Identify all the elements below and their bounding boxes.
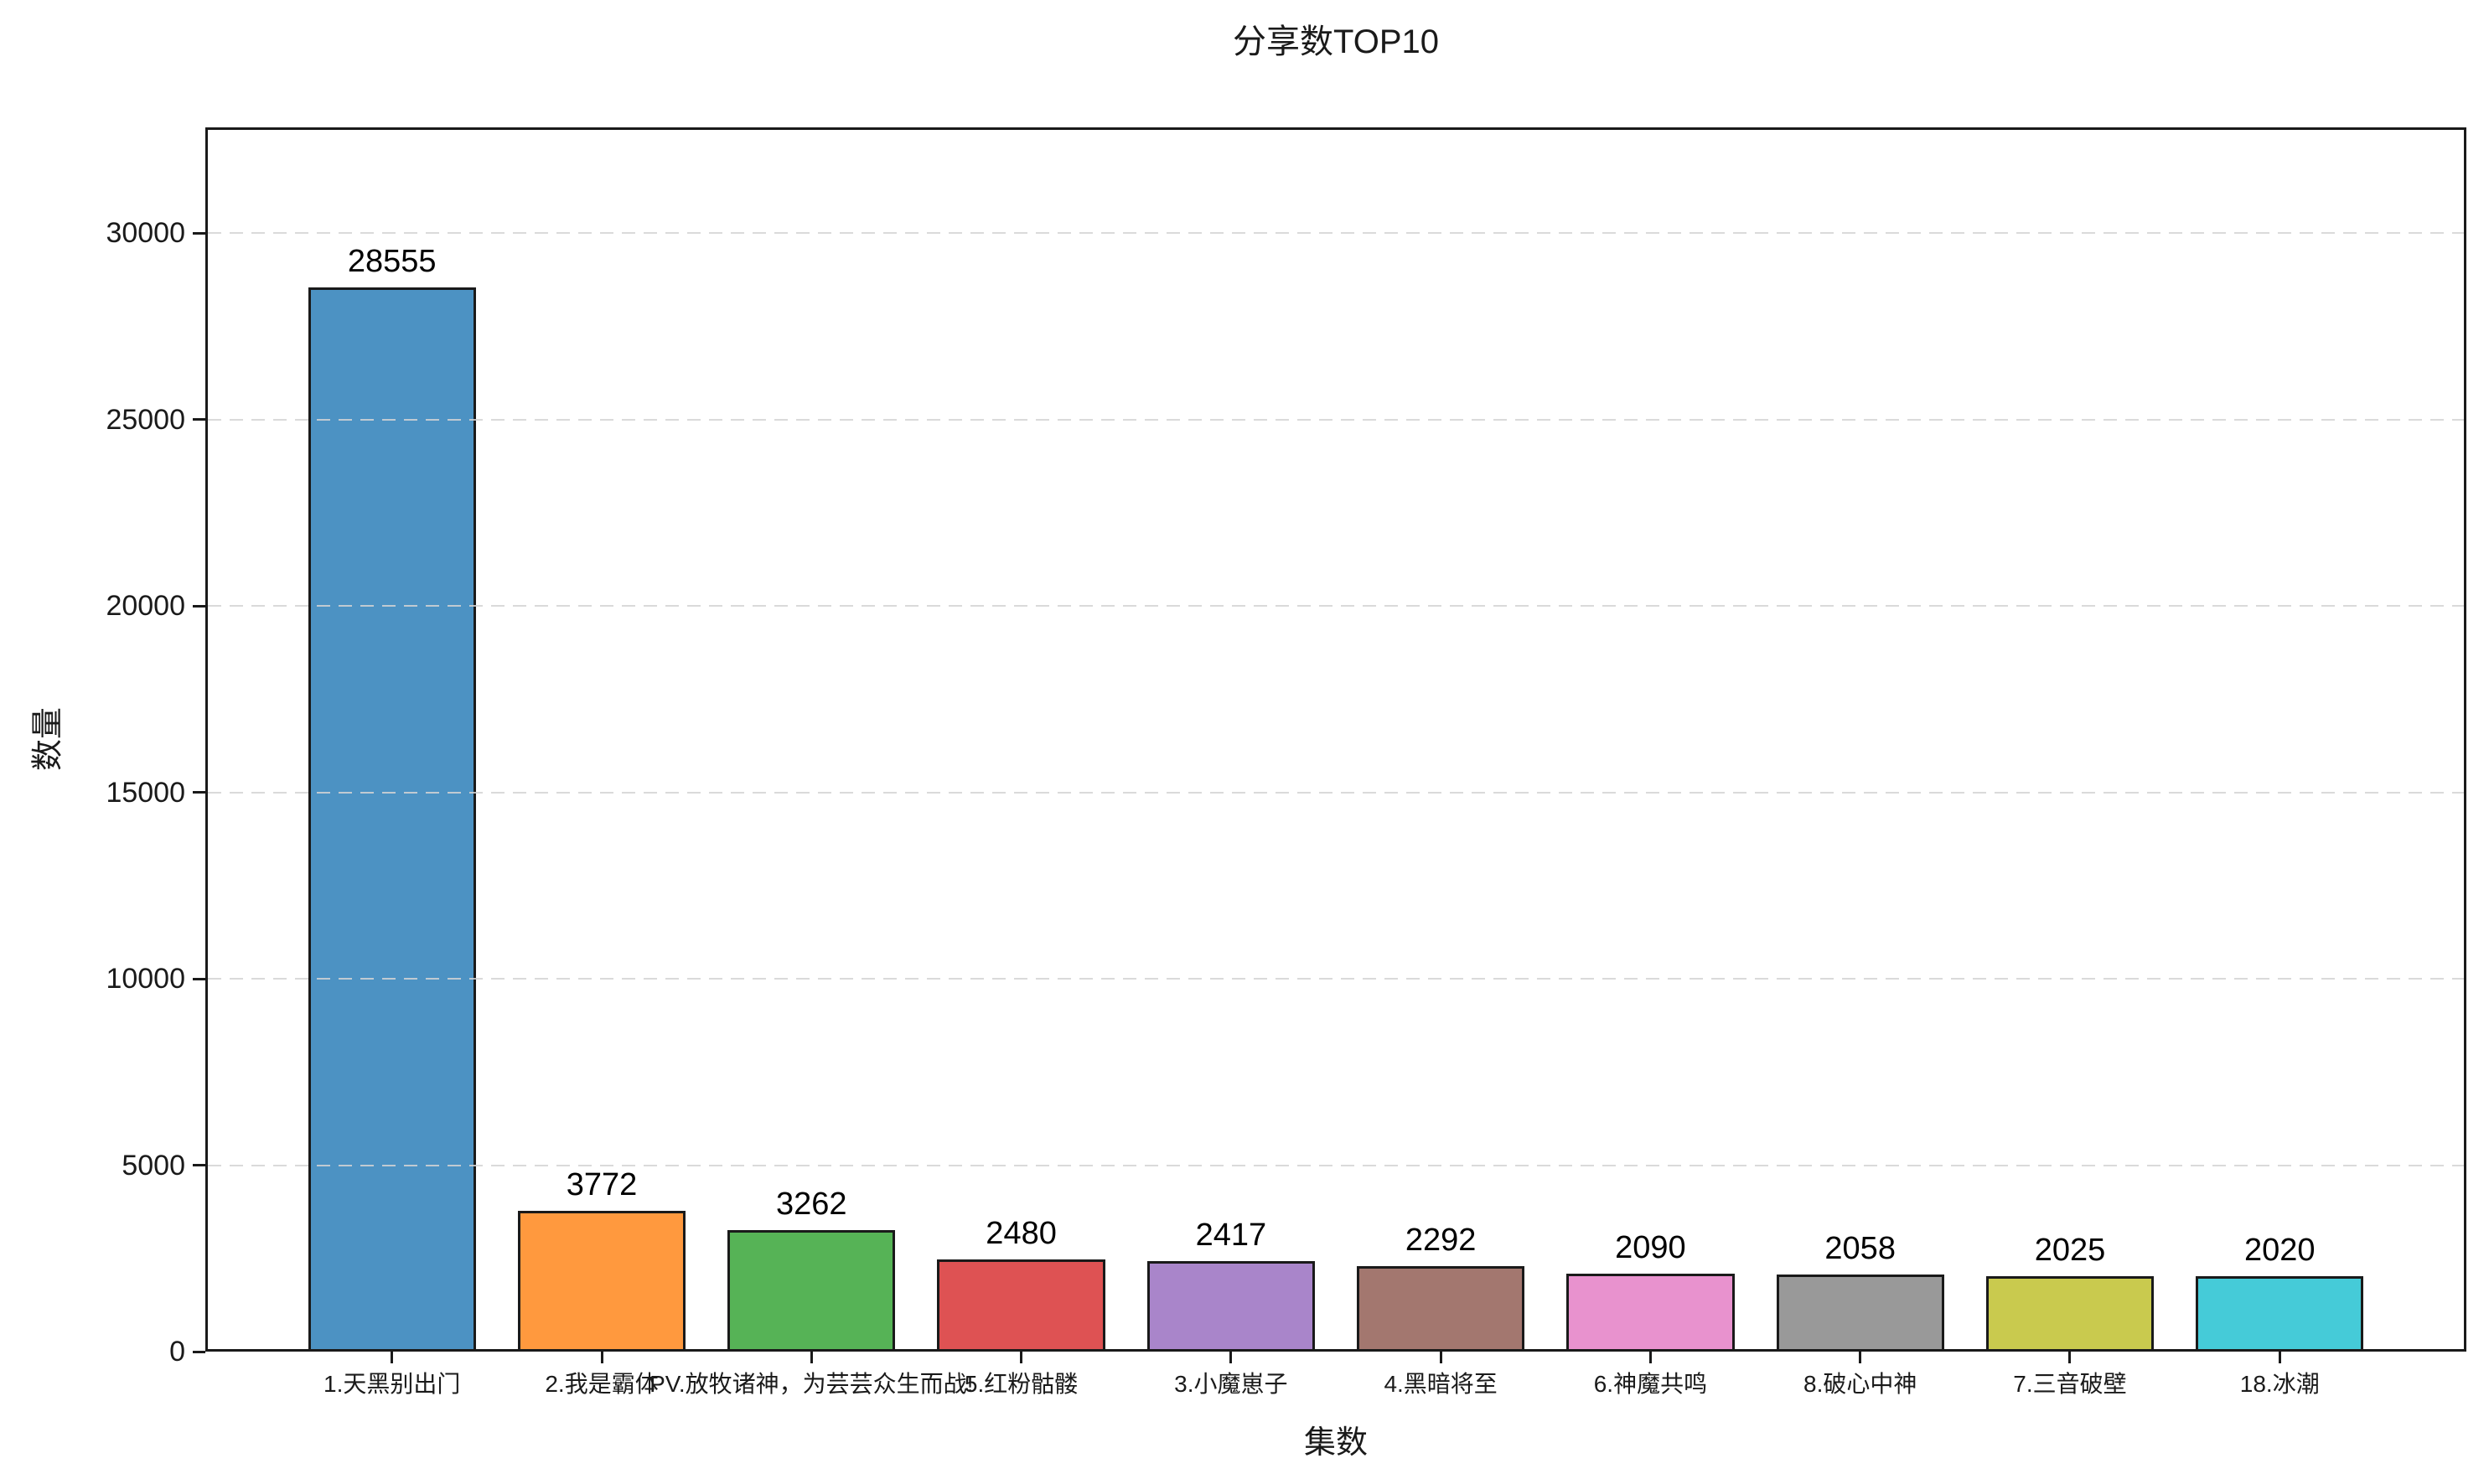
- bar: [1146, 1261, 1315, 1352]
- x-axis-label: 集数: [1303, 1425, 1369, 1461]
- bar: [937, 1259, 1105, 1352]
- bar: [727, 1229, 896, 1352]
- x-axis-tick: [1439, 1352, 1442, 1363]
- y-axis-tick-label: 5000: [122, 1149, 185, 1182]
- bar-value-label: 2058: [1824, 1231, 1896, 1267]
- bar-value-label: 3772: [566, 1167, 638, 1203]
- y-axis-tick: [193, 977, 205, 980]
- bar: [517, 1211, 686, 1352]
- bar: [1566, 1274, 1735, 1352]
- x-axis-tick: [1229, 1352, 1233, 1363]
- x-axis-tick: [2068, 1352, 2072, 1363]
- bar: [1985, 1275, 2155, 1352]
- y-axis-tick-label: 0: [169, 1336, 185, 1368]
- x-axis-tick: [1020, 1352, 1023, 1363]
- x-axis-tick: [810, 1352, 813, 1363]
- plot-area: [205, 127, 2466, 1352]
- x-axis-tick-label: 18.冰潮: [2239, 1371, 2320, 1397]
- bar-value-label: 2417: [1195, 1218, 1267, 1254]
- chart-title: 分享数TOP10: [1233, 23, 1439, 60]
- bar: [1357, 1266, 1525, 1352]
- y-axis-label: 数量: [30, 706, 66, 772]
- bar-value-label: 2480: [986, 1215, 1057, 1251]
- y-axis-tick: [193, 1164, 205, 1167]
- y-axis-tick-label: 20000: [106, 590, 185, 623]
- y-axis-tick-label: 30000: [106, 217, 185, 250]
- x-axis-tick-label: 2.我是霸体: [545, 1371, 659, 1397]
- x-axis-tick-label: 4.黑暗将至: [1384, 1371, 1498, 1397]
- bar: [308, 287, 476, 1352]
- y-axis-tick: [193, 1350, 205, 1353]
- bar-value-label: 2025: [2034, 1232, 2106, 1268]
- x-axis-tick: [1648, 1352, 1652, 1363]
- bar: [1776, 1275, 1944, 1352]
- x-axis-tick: [1859, 1352, 1862, 1363]
- y-axis-tick-label: 15000: [106, 776, 185, 809]
- y-axis-tick: [193, 604, 205, 608]
- x-axis-tick-label: 8.破心中神: [1803, 1371, 1917, 1397]
- bar: [2196, 1276, 2364, 1352]
- x-axis-tick: [2278, 1352, 2281, 1363]
- y-axis-tick: [193, 418, 205, 421]
- bar-value-label: 2090: [1615, 1230, 1686, 1265]
- y-axis-tick: [193, 791, 205, 794]
- y-axis-tick-label: 10000: [106, 963, 185, 995]
- bar-value-label: 2020: [2243, 1233, 2316, 1269]
- x-axis-tick-label: 1.天黑别出门: [323, 1371, 461, 1397]
- bar-value-label: 2292: [1405, 1223, 1477, 1259]
- x-axis-tick-label: 3.小魔崽子: [1174, 1371, 1288, 1397]
- x-axis-tick: [600, 1352, 603, 1363]
- x-axis-tick-label: 7.三音破壁: [2013, 1371, 2127, 1397]
- x-axis-tick-label: PV.放牧诸神，为芸芸众生而战!: [649, 1371, 974, 1397]
- y-axis-tick: [193, 231, 205, 235]
- bar-value-label: 28555: [347, 243, 437, 279]
- bar-value-label: 3262: [776, 1186, 847, 1222]
- x-axis-tick: [391, 1352, 394, 1363]
- y-axis-tick-label: 25000: [106, 403, 185, 436]
- x-axis-tick-label: 6.神魔共鸣: [1593, 1371, 1708, 1397]
- x-axis-tick-label: 5.红粉骷髅: [964, 1371, 1079, 1397]
